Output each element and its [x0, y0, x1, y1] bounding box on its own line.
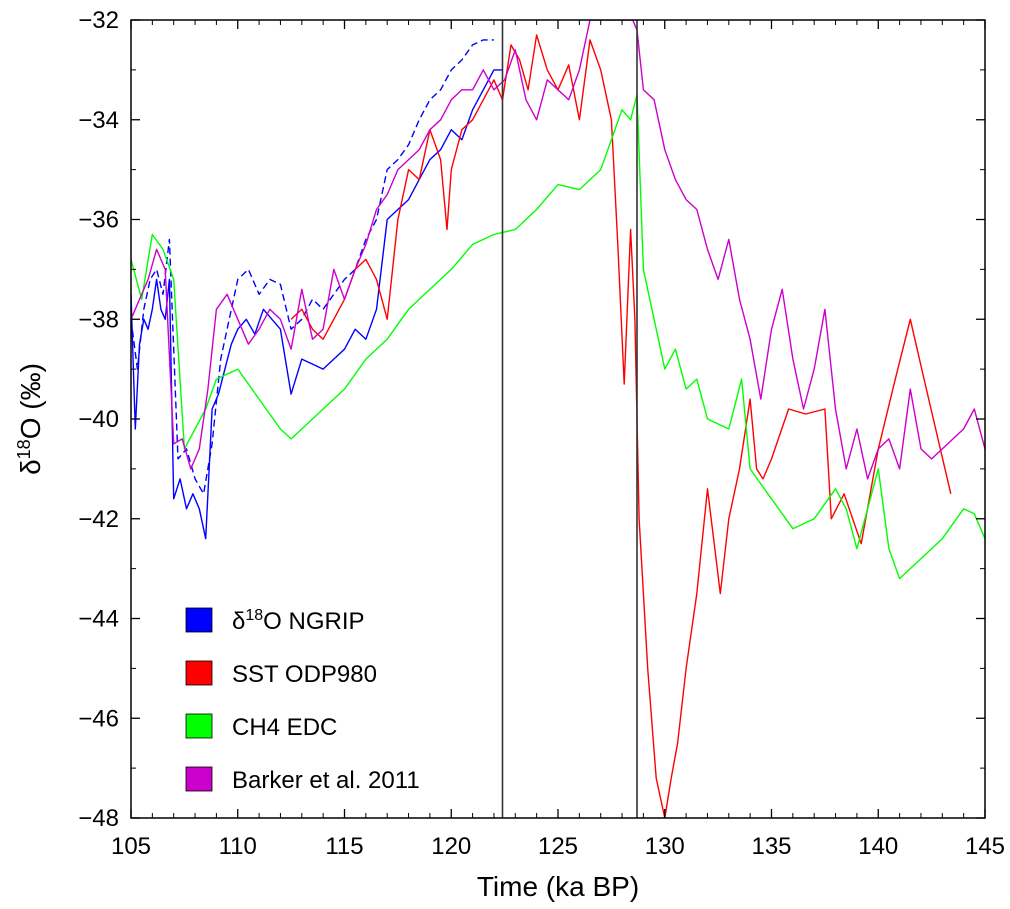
x-tick-label: 140 [858, 833, 898, 860]
legend-label: δ18O NGRIP [232, 607, 365, 635]
legend-label-rest: O NGRIP [263, 608, 364, 635]
legend-swatch [185, 766, 213, 792]
x-tick-label: 110 [219, 833, 257, 860]
x-tick-label: 115 [325, 833, 363, 860]
x-tick-label: 130 [645, 833, 685, 860]
y-tick-label: −42 [78, 506, 119, 533]
series-layer [131, 20, 985, 818]
legend-label-sup: 18 [245, 607, 263, 624]
y-axis-label-sup: 18 [14, 439, 34, 459]
legend-label: CH4 EDC [232, 714, 337, 741]
x-tick-label: 105 [111, 833, 151, 860]
legend-swatch [185, 660, 213, 686]
y-tick-label: −40 [78, 406, 119, 433]
legend-label-rest: SST ODP980 [232, 661, 377, 688]
y-tick-label: −46 [78, 705, 119, 732]
x-tick-label: 145 [965, 833, 1005, 860]
series-line-ngrip_dashed [131, 39, 494, 495]
y-axis-label-prefix: δ [15, 459, 46, 475]
y-tick-label: −32 [78, 7, 119, 34]
x-tick-label: 120 [431, 833, 471, 860]
x-tick-label: 135 [751, 833, 791, 860]
x-axis-label: Time (ka BP) [477, 871, 639, 902]
legend: δ18O NGRIP SST ODP980 CH4 EDC Barker et al.… [185, 607, 420, 794]
legend-label-rest: Barker et al. 2011 [232, 767, 420, 794]
vertical-lines [501, 20, 638, 818]
x-tick-label: 125 [538, 833, 578, 860]
series-line-barker [131, 20, 985, 480]
y-tick-label: −36 [78, 207, 119, 234]
legend-label: Barker et al. 2011 [232, 767, 420, 794]
y-tick-label: −48 [78, 805, 119, 832]
y-axis-label-rest: O (‰) [15, 363, 46, 439]
legend-swatch [185, 713, 213, 739]
y-tick-label: −34 [78, 107, 119, 134]
legend-label-rest: CH4 EDC [232, 714, 337, 741]
series-line-ngrip [131, 69, 503, 540]
legend-label: SST ODP980 [232, 661, 377, 688]
series-line-sst [290, 34, 952, 818]
y-axis-label: δ18O (‰) [14, 363, 46, 475]
tick-layer: 105 110 115 120 125 130 135 140 145 −48 −46 −44 −42 −… [78, 7, 1005, 860]
y-tick-label: −38 [78, 306, 119, 333]
legend-label-prefix: δ [232, 608, 245, 635]
y-tick-label: −44 [78, 606, 119, 633]
series-line-ch4 [131, 94, 985, 580]
legend-swatch [185, 607, 213, 633]
